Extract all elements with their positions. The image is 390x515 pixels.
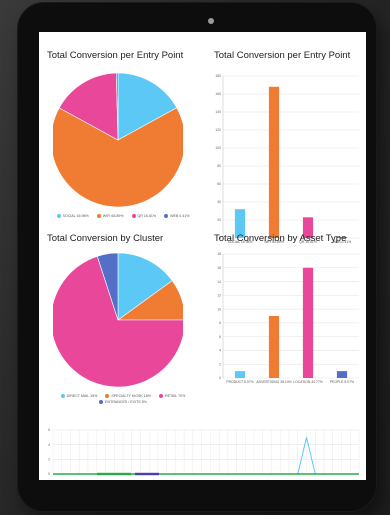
- line-series-highlight-purple: [135, 472, 159, 476]
- legend2-item-0[interactable]: DIRECT MAIL 15%: [60, 394, 98, 398]
- bar1-xlabel-2: QR 16.61%: [299, 240, 317, 244]
- bar-chart-asset-type: 0 2 4 6 8 10 12 14 16 18 PRODUCT 5.07% ADVERTISING …: [217, 252, 359, 384]
- bar2-bar-0: [234, 371, 246, 378]
- legend1-item-0[interactable]: SOCIAL 16.98%: [56, 214, 89, 218]
- bar2-bar-1: [268, 316, 280, 378]
- bar2-title: Total Conversion by Asset Type: [214, 233, 347, 244]
- pie1-slice-2: [58, 72, 119, 141]
- bar2-ytick-0: 0: [219, 376, 221, 380]
- legend2-label-3: ENTRANCES / EXITS 5%: [105, 400, 147, 404]
- legend1-item-3[interactable]: WEB 0.41%: [164, 214, 189, 218]
- legend2-swatch-2: [159, 394, 163, 398]
- legend1-swatch-1: [96, 214, 101, 218]
- bar1-title: Total Conversion per Entry Point: [214, 50, 351, 61]
- legend1-label-3: WEB 0.41%: [170, 214, 190, 218]
- pie1-slice-0: [117, 72, 178, 141]
- bar2-ytick-7: 14: [217, 280, 221, 284]
- legend1-item-1[interactable]: WIFI 65.89%: [96, 214, 124, 218]
- bar2-ytick-5: 10: [217, 307, 221, 311]
- legend2-label-0: DIRECT MAIL 15%: [66, 394, 98, 398]
- legend1-label-0: SOCIAL 16.98%: [62, 214, 89, 218]
- bar1-ytick-3: 60: [217, 182, 221, 186]
- pie2-slice-1: [117, 280, 183, 321]
- bar1-bar-2: [302, 217, 314, 238]
- legend2-item-1[interactable]: SPECIALTY KIOSK 16%: [105, 394, 151, 398]
- bar1-bar-1: [268, 86, 280, 238]
- legend1-label-1: WIFI 65.89%: [102, 214, 124, 218]
- bar1-bar-0: [234, 209, 246, 238]
- bar1-ytick-6: 120: [215, 128, 221, 132]
- pie1-slice-1: [53, 107, 183, 208]
- bar1-ytick-8: 160: [215, 92, 221, 96]
- pie2-slice-2: [53, 255, 183, 388]
- legend2-item-3[interactable]: ENTRANCES / EXITS 5%: [99, 400, 147, 404]
- pie1-slice-3: [115, 72, 119, 141]
- dashboard-screen: Total Conversion per Entry Point SOCIAL …: [39, 32, 366, 480]
- bar2-ytick-8: 16: [217, 266, 221, 270]
- bar1-bar-3: [336, 237, 348, 238]
- bar1-ytick-2: 40: [217, 200, 221, 204]
- legend1-label-2: QR 16.61%: [137, 214, 157, 218]
- bar2-ytick-2: 4: [219, 349, 221, 353]
- line-series-0: [53, 437, 359, 475]
- line-ytick-3: 6: [48, 428, 50, 432]
- line-ytick-1: 2: [48, 458, 50, 462]
- bar1-ytick-4: 80: [217, 164, 221, 168]
- bar2-bar-3: [336, 371, 348, 378]
- line-ytick-2: 4: [48, 443, 50, 447]
- legend1-swatch-2: [131, 214, 136, 218]
- pie-chart-entry-point: [53, 72, 183, 208]
- bar1-xlabel-1: WIFI 65.89%: [264, 240, 284, 244]
- legend2-swatch-1: [105, 394, 110, 398]
- pie2-slice-3: [96, 252, 119, 321]
- legend2-label-1: SPECIALTY KIOSK 16%: [111, 394, 151, 398]
- bar2-ytick-4: 8: [219, 321, 221, 325]
- pie1-title: Total Conversion per Entry Point: [47, 50, 184, 61]
- bar1-xlabel-3: WEB 0.41%: [333, 240, 351, 244]
- legend2-item-2[interactable]: RETAIL 70%: [159, 394, 185, 398]
- legend2-swatch-3: [99, 400, 104, 404]
- front-camera-icon: [208, 18, 214, 24]
- legend1-swatch-0: [56, 214, 61, 218]
- bar-chart-entry-point: 0 20 40 60 80 100 120 140 160 180 SOCIAL 16.98% WIF…: [215, 74, 359, 244]
- pie2-slice-0: [117, 252, 173, 321]
- legend2-swatch-0: [60, 394, 65, 398]
- pie1-legend: SOCIAL 16.98% WIFI 65.89% QR 16.61% WEB 0.4…: [43, 214, 203, 218]
- bar2-ytick-6: 12: [217, 294, 221, 298]
- line-ytick-0: 0: [48, 472, 50, 476]
- legend1-swatch-3: [164, 214, 169, 218]
- bar1-ytick-9: 180: [215, 74, 221, 78]
- bar1-ytick-1: 20: [217, 218, 221, 222]
- legend1-item-2[interactable]: QR 16.61%: [131, 214, 157, 218]
- pie-chart-cluster: [53, 252, 183, 388]
- bar2-xlabel-0: PRODUCT 5.07%: [226, 380, 253, 384]
- legend2-label-2: RETAIL 70%: [165, 394, 186, 398]
- bar2-ytick-9: 18: [217, 252, 221, 256]
- bar2-ytick-1: 2: [219, 362, 221, 366]
- line-chart-timeline: 0 2 4 6: [48, 428, 360, 476]
- bar2-xlabel-2: LOCATION 44.77%: [293, 380, 323, 384]
- pie2-title: Total Conversion by Cluster: [47, 233, 164, 244]
- line-series-highlight-green: [97, 472, 131, 476]
- bar2-xlabel-1: ADVERTISING 35.14%: [256, 380, 291, 384]
- bar2-bar-2: [302, 267, 314, 378]
- bar2-ytick-3: 6: [219, 335, 221, 339]
- bar2-xlabel-3: PEOPLE 5.07%: [330, 380, 354, 384]
- pie2-legend: DIRECT MAIL 15% SPECIALTY KIOSK 16% RETAIL…: [43, 394, 203, 404]
- bar1-ytick-5: 100: [215, 146, 221, 150]
- bar1-xlabel-0: SOCIAL 16.98%: [228, 240, 253, 244]
- bar1-ytick-7: 140: [215, 110, 221, 114]
- bar1-ytick-0: 0: [219, 236, 221, 240]
